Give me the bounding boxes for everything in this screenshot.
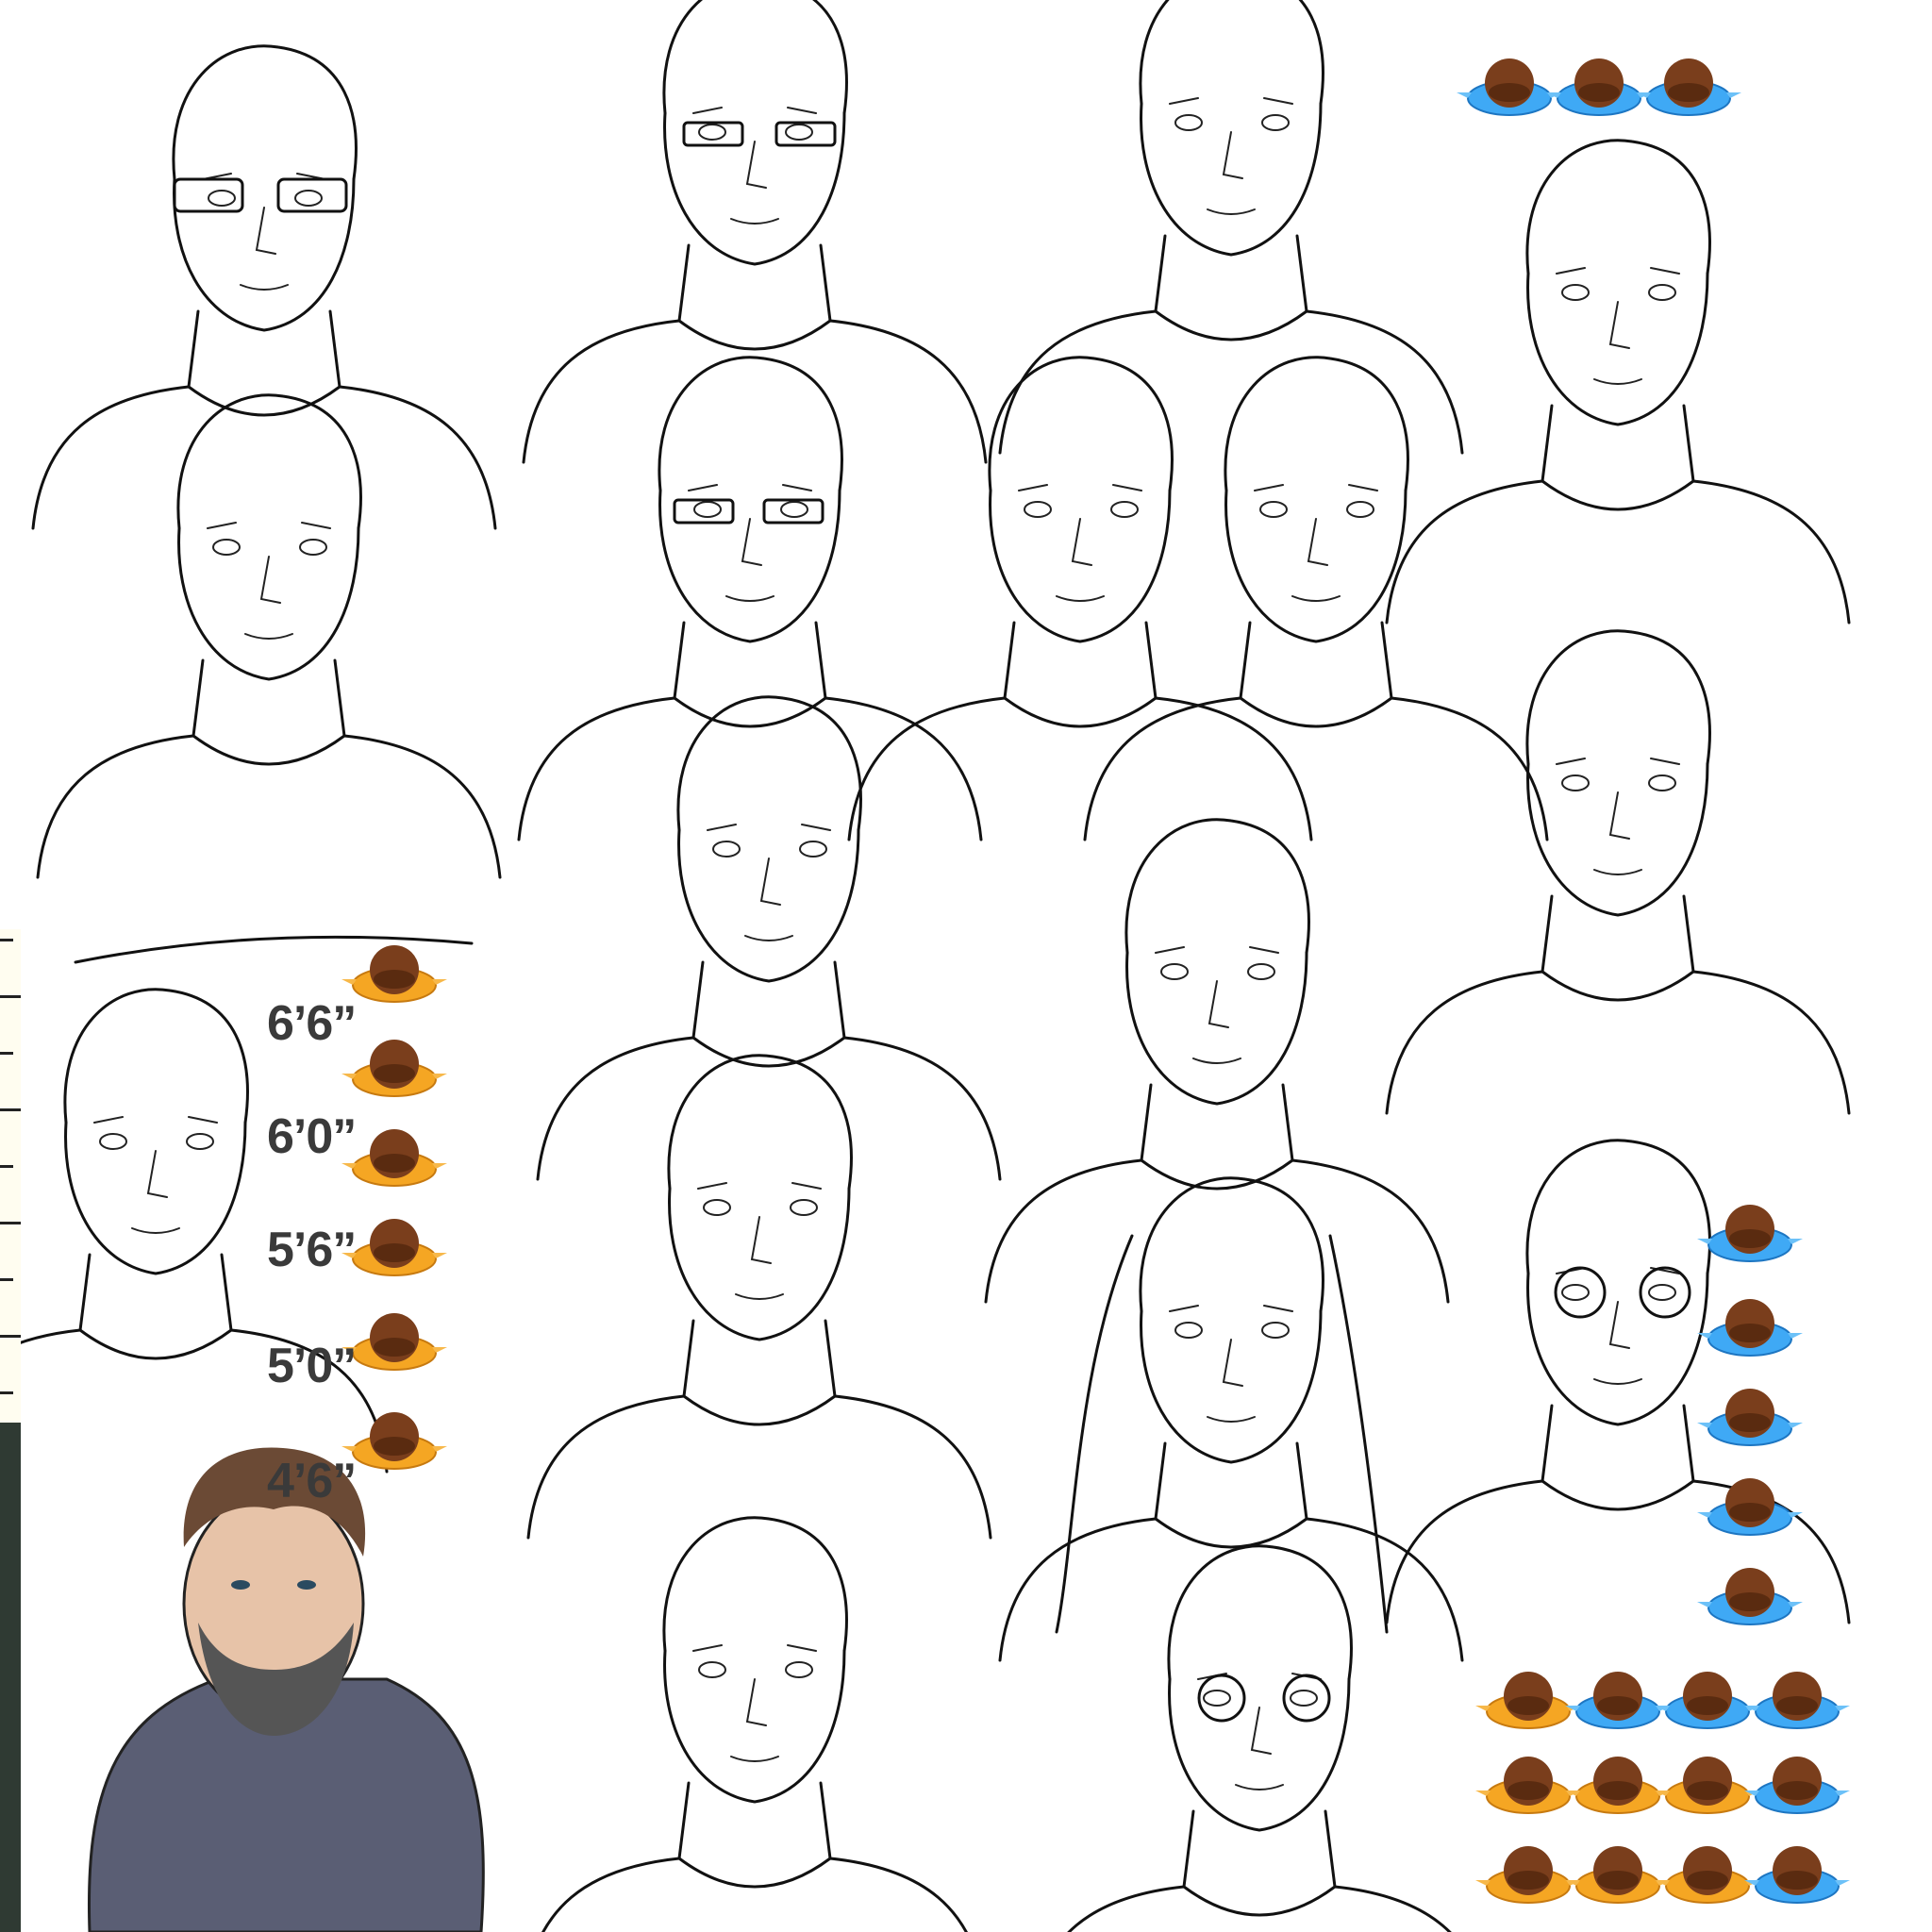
sketch-portrait-goggles-small	[1026, 1544, 1492, 1932]
height-label-4-6: 4’6”	[267, 1454, 357, 1508]
ruler-tick	[0, 1278, 13, 1281]
sketch-portrait-beard-wavy-hair	[1083, 356, 1549, 841]
ruler-tick	[0, 1165, 13, 1168]
ruler-tick	[0, 1335, 21, 1338]
sketch-portrait-messy-hair-glasses	[522, 0, 988, 464]
token-grid-bottom-right	[1474, 1671, 1851, 1904]
token-row-top	[1456, 58, 1742, 116]
ruler-tick	[0, 1391, 13, 1394]
token-column-right	[1696, 1204, 1804, 1625]
sketch-portrait-smirk-henley-small	[522, 1516, 988, 1932]
sketch-portrait-glasses-collar	[31, 44, 497, 530]
height-label-5-6: 5’6”	[267, 1223, 357, 1277]
ruler-tick	[0, 1222, 21, 1224]
sketch-portrait-spiky-hair-hoodie	[536, 695, 1002, 1181]
height-label-6-6: 6’6”	[267, 996, 357, 1051]
ruler-tick	[0, 1052, 13, 1055]
ruler-tick	[0, 1108, 21, 1111]
sketch-portrait-older-man-shirt	[526, 1054, 992, 1540]
sketch-portrait-grimace-collar	[998, 0, 1464, 455]
sketch-portrait-curly-hair-glasses	[517, 356, 983, 841]
height-ruler	[0, 929, 21, 1472]
ruler-tick	[0, 939, 13, 941]
sketch-portrait-goggles-round-glasses	[1385, 1139, 1851, 1624]
ruler-dark-strip	[0, 1423, 21, 1932]
sketch-portrait-long-hair-glasses-snarl	[998, 1176, 1464, 1662]
height-label-5-0: 5’0”	[267, 1339, 357, 1393]
sketch-portrait-arms-crossed-necklace	[36, 393, 502, 964]
height-label-6-0: 6’0”	[267, 1109, 357, 1164]
sketch-portrait-grin-scarf	[1385, 139, 1851, 625]
sketch-portrait-bald-beard-jacket	[984, 818, 1450, 1304]
ruler-tick	[0, 995, 21, 998]
sketch-portrait-disgusted-collar	[1385, 629, 1851, 1115]
colored-portrait-bearded-man	[88, 1447, 485, 1932]
sketch-portrait-bald-beard	[847, 356, 1313, 841]
